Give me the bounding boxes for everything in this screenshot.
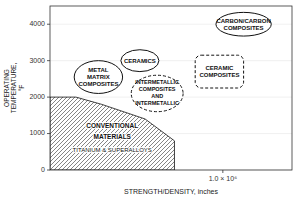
region-label: CERAMICCOMPOSITES [199, 65, 239, 78]
region-label: MATERIALS [94, 133, 132, 140]
tick-label: 1000 [29, 129, 45, 136]
tick-label: 1.0 × 10⁶ [209, 175, 237, 182]
region-label: TITANIUM & SUPERALLOYS [73, 147, 152, 153]
y-axis-label: OPERATINGTEMPERATURE,°F [2, 63, 24, 114]
tick-label: 3000 [29, 57, 45, 64]
region [216, 12, 271, 36]
plot-frame [50, 6, 292, 170]
tick-label: 0 [41, 166, 45, 173]
chart: 0 1000 2000 3000 4000 1.0 × 10⁶ CONVENTIONAL MA… [0, 0, 300, 198]
tick-mark [47, 24, 50, 25]
grid-line [50, 60, 292, 61]
region [74, 61, 122, 94]
region [131, 75, 183, 111]
tick-label: 2000 [29, 93, 45, 100]
region [195, 55, 243, 88]
region-label: INTERMETALLICCOMPOSITESANDINTERMETALLIC [135, 80, 179, 106]
region-label: CARBON/CARBONCOMPOSITES [216, 17, 270, 30]
tick-mark [47, 60, 50, 61]
marks [50, 12, 271, 170]
region-label: CONVENTIONAL [86, 122, 138, 129]
tick-mark [47, 97, 50, 98]
tick-label: 4000 [29, 20, 45, 27]
x-axis-label: STRENGTH/DENSITY, inches [124, 188, 219, 195]
tick-mark [47, 170, 50, 171]
tick-mark [47, 133, 50, 134]
plot-area [50, 6, 292, 170]
region-label: CERAMICS [124, 57, 156, 63]
tick-mark [222, 170, 223, 173]
region-label: METALMATRIXCOMPOSITES [78, 66, 118, 86]
region [121, 50, 159, 72]
